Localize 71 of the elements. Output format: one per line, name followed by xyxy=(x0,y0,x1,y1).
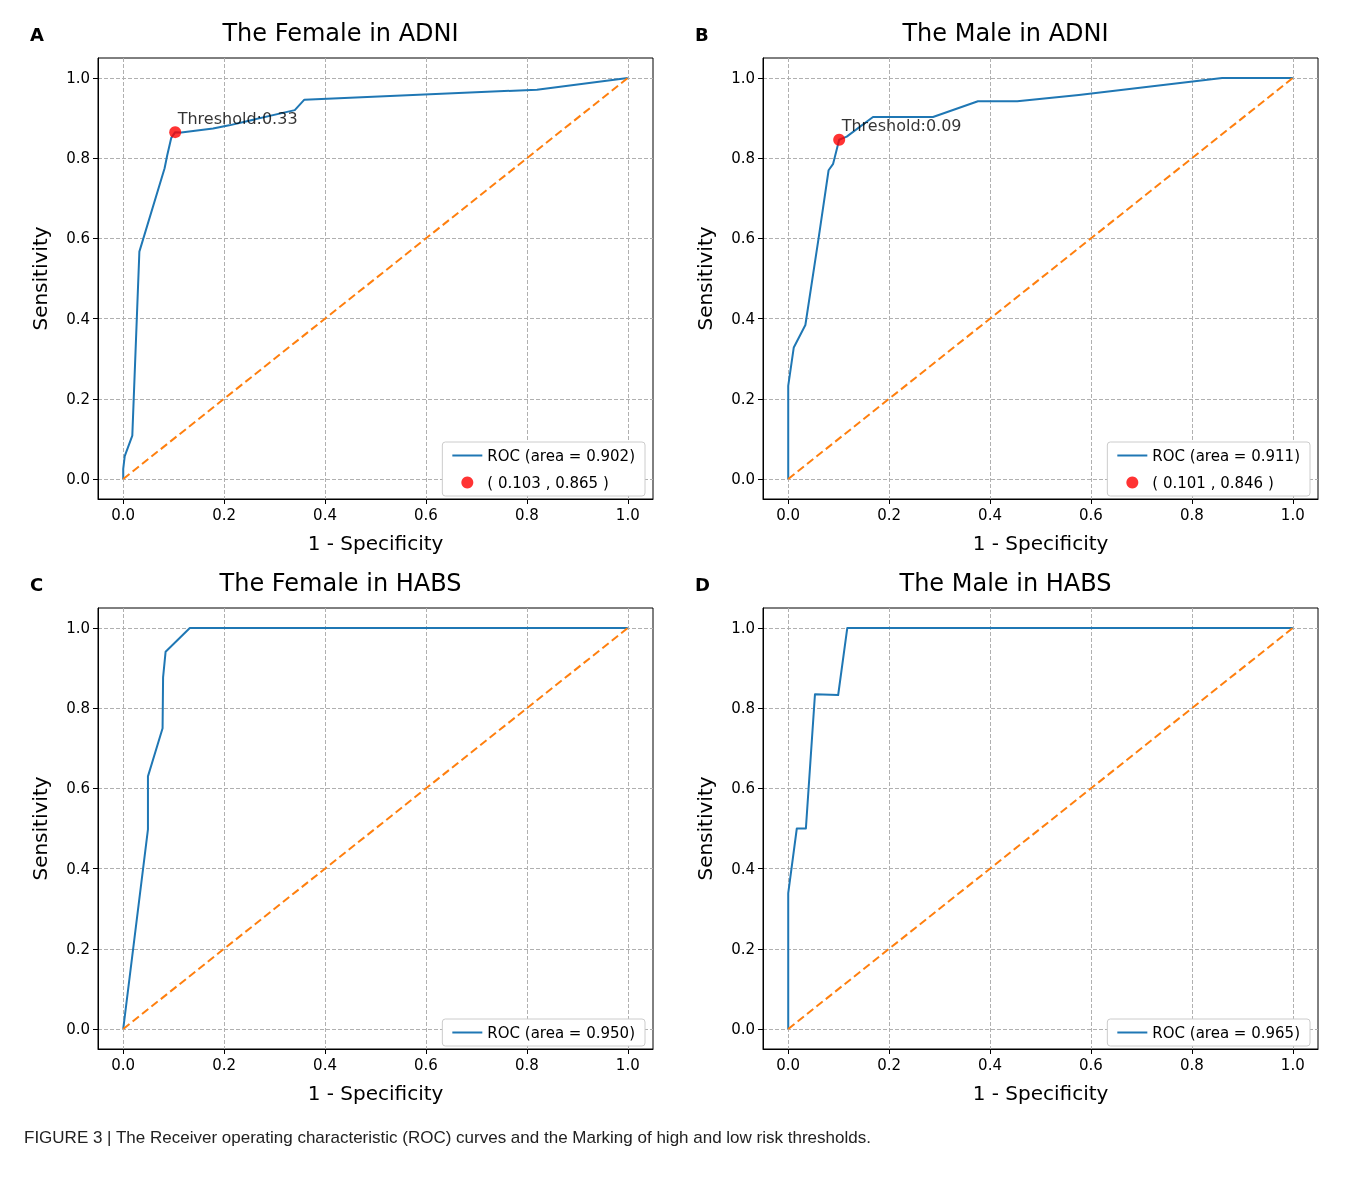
y-tick-label: 0.6 xyxy=(66,779,90,798)
x-tick-label: 0.8 xyxy=(1179,505,1204,524)
x-tick-label: 0.2 xyxy=(877,1055,902,1074)
x-tick-label: 0.8 xyxy=(514,505,539,524)
y-tick-label: 0.4 xyxy=(731,309,755,328)
y-axis-title: Sensitivity xyxy=(28,226,52,331)
y-tick-label: 0.6 xyxy=(731,229,755,248)
x-tick-label: 0.6 xyxy=(1079,1055,1103,1074)
x-tick-label: 1.0 xyxy=(1280,1055,1305,1074)
x-tick-label: 0.6 xyxy=(1079,505,1103,524)
y-tick-label: 0.2 xyxy=(66,389,90,408)
text: C xyxy=(30,574,44,595)
x-tick-label: 0.6 xyxy=(414,505,438,524)
y-tick-label: 0.4 xyxy=(731,859,755,878)
x-tick-label: 1.0 xyxy=(615,505,640,524)
y-tick-label: 0.4 xyxy=(66,859,90,878)
legend-label: ROC (area = 0.911) xyxy=(1152,446,1300,465)
x-axis-title: 1 - Specificity xyxy=(972,1081,1109,1105)
chart-title: The Female in HABS xyxy=(218,569,462,597)
y-tick-label: 0.2 xyxy=(66,939,90,958)
y-tick-label: 0.8 xyxy=(731,699,755,718)
x-tick-label: 1.0 xyxy=(615,1055,640,1074)
x-tick-label: 0.0 xyxy=(776,505,801,524)
y-tick-label: 0.0 xyxy=(66,1019,90,1038)
y-tick-label: 0.4 xyxy=(66,309,90,328)
x-tick-label: 0.8 xyxy=(1179,1055,1204,1074)
x-axis-title: 1 - Specificity xyxy=(307,531,444,555)
y-tick-label: 0.8 xyxy=(66,699,90,718)
x-tick-label: 0.4 xyxy=(978,505,1002,524)
x-tick-label: 1.0 xyxy=(1280,505,1305,524)
x-tick-label: 0.2 xyxy=(212,1055,237,1074)
x-axis-title: 1 - Specificity xyxy=(307,1081,444,1105)
y-axis-title: Sensitivity xyxy=(693,776,717,881)
x-tick-label: 0.0 xyxy=(111,1055,136,1074)
x-tick-label: 0.0 xyxy=(776,1055,801,1074)
x-tick-label: 0.2 xyxy=(877,505,902,524)
legend-label: ROC (area = 0.950) xyxy=(487,1023,635,1042)
y-tick-label: 0.0 xyxy=(731,1019,755,1038)
text: D xyxy=(695,574,710,595)
legend-label: ROC (area = 0.965) xyxy=(1152,1023,1300,1042)
x-tick-label: 0.2 xyxy=(212,505,237,524)
legend-label: ( 0.103 , 0.865 ) xyxy=(487,473,609,492)
x-tick-label: 0.4 xyxy=(313,1055,337,1074)
x-axis-title: 1 - Specificity xyxy=(972,531,1109,555)
x-tick-label: 0.4 xyxy=(313,505,337,524)
y-tick-label: 0.6 xyxy=(66,229,90,248)
text: A xyxy=(30,24,44,45)
y-tick-label: 1.0 xyxy=(66,619,90,638)
y-tick-label: 0.2 xyxy=(731,939,755,958)
caption: FIGURE 3 | The Receiver operating characteristic (ROC) curves and the Marking of high and low risk thresholds. xyxy=(24,1128,872,1148)
y-tick-label: 0.8 xyxy=(731,149,755,168)
chart-title: The Male in ADNI xyxy=(901,19,1109,47)
chart-title: The Female in ADNI xyxy=(221,19,459,47)
y-axis-title: Sensitivity xyxy=(693,226,717,331)
y-tick-label: 1.0 xyxy=(731,619,755,638)
x-tick-label: 0.0 xyxy=(111,505,136,524)
legend-label: ( 0.101 , 0.846 ) xyxy=(1152,473,1274,492)
y-tick-label: 0.8 xyxy=(66,149,90,168)
y-tick-label: 0.0 xyxy=(731,469,755,488)
chart-title: The Male in HABS xyxy=(898,569,1112,597)
y-tick-label: 0.6 xyxy=(731,779,755,798)
y-axis-title: Sensitivity xyxy=(28,776,52,881)
y-tick-label: 1.0 xyxy=(731,69,755,88)
y-tick-label: 1.0 xyxy=(66,69,90,88)
y-tick-label: 0.0 xyxy=(66,469,90,488)
y-tick-label: 0.2 xyxy=(731,389,755,408)
x-tick-label: 0.6 xyxy=(414,1055,438,1074)
x-tick-label: 0.8 xyxy=(514,1055,539,1074)
text: B xyxy=(695,24,709,45)
legend-label: ROC (area = 0.902) xyxy=(487,446,635,465)
x-tick-label: 0.4 xyxy=(978,1055,1002,1074)
